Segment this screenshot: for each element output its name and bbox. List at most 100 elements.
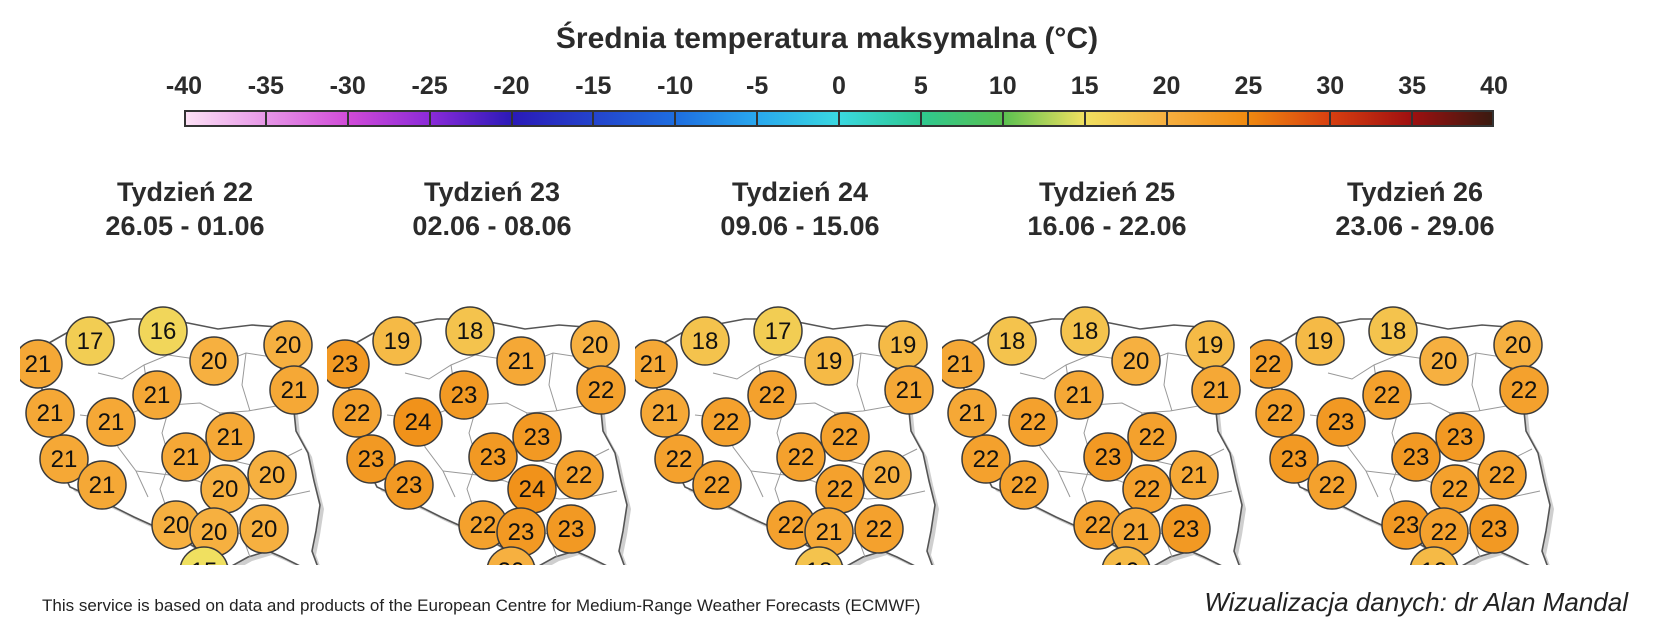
week-heading: Tydzień 22 26.05 - 01.06 [20,175,350,243]
station-marker [776,432,826,482]
week-panel: Tydzień 24 09.06 - 15.06 21 18 17 19 19 22 21 21 2… [635,175,965,565]
station-temperature: 22 [1085,512,1112,539]
chart-title: Średnia temperatura maksymalna (°C) [555,22,1099,55]
station-temperature: 18 [457,318,484,345]
station-marker [327,339,370,389]
station-temperature: 20 [201,348,228,375]
station-temperature: 21 [652,400,679,427]
station-temperature: 22 [1431,519,1458,546]
station-marker [332,388,382,438]
colorbar-tick [919,110,922,127]
colorbar-tick-label: -35 [247,72,284,100]
station-temperature: 23 [1281,446,1308,473]
week-label: Tydzień 22 [116,177,254,207]
station-marker [161,432,211,482]
station-marker [987,316,1037,366]
colorbar-tick [592,110,595,127]
station-temperature: 16 [150,318,177,345]
station-marker [947,388,997,438]
station-temperature: 20 [1505,332,1532,359]
station-temperature: 17 [77,328,104,355]
colorbar-tick [1165,110,1168,127]
station-marker [1368,306,1418,356]
station-temperature: 20 [201,519,228,546]
station-temperature: 21 [51,446,78,473]
station-marker [1419,336,1469,386]
station-temperature: 20 [259,462,286,489]
station-marker [512,412,562,462]
poland-map: 23 19 18 21 20 23 22 22 24 23 23 23 23 24 22 22 23 23 20 [327,306,631,565]
station-marker [132,370,182,420]
station-marker [25,388,75,438]
station-marker [1161,504,1211,554]
week-heading: Tydzień 24 09.06 - 15.06 [635,175,965,243]
station-marker [1101,546,1151,565]
station-marker [862,450,912,500]
station-temperature: 20 [212,476,239,503]
region-border [404,352,580,380]
station-marker [65,316,115,366]
station-temperature: 22 [713,409,740,436]
station-marker [1499,365,1549,415]
week-label: Tydzień 23 [423,177,561,207]
station-temperature: 20 [163,512,190,539]
station-temperature: 21 [217,424,244,451]
week-dates: 26.05 - 01.06 [105,211,265,241]
week-dates: 16.06 - 22.06 [1027,211,1187,241]
colorbar-tick-labels: -40 -35 -30 -25 -20 -15 -10 -5 0 5 10 15 20 25 30 35 40 [0,72,1654,106]
station-marker [692,460,742,510]
region-border [712,352,888,380]
week-label: Tydzień 24 [731,177,869,207]
station-temperature: 21 [173,444,200,471]
poland-map: 21 18 17 19 19 22 21 21 22 22 22 22 22 22 20 22 21 22 18 [635,306,939,565]
region-border [97,352,273,380]
station-marker [77,460,127,510]
station-marker [1269,434,1319,484]
station-marker [486,546,536,565]
station-marker [1435,412,1485,462]
region-border [856,352,866,412]
colorbar-tick [1083,110,1086,127]
station-temperature: 23 [1328,409,1355,436]
station-temperature: 22 [827,476,854,503]
colorbar-tick-label: -15 [575,72,612,100]
station-marker [1127,412,1177,462]
colorbar-tick-label: 20 [1152,72,1181,100]
station-marker [680,316,730,366]
station-temperature: 21 [508,348,535,375]
station-temperature: 19 [1113,558,1140,565]
poland-map: 22 19 18 20 20 22 22 22 23 23 23 23 22 22 22 23 22 23 19 [1250,306,1554,565]
station-marker [439,370,489,420]
station-temperature: 19 [1421,558,1448,565]
station-temperature: 19 [1307,328,1334,355]
station-marker [1054,370,1104,420]
station-temperature: 21 [98,409,125,436]
station-temperature: 23 [1403,444,1430,471]
station-marker [999,460,1049,510]
station-marker [205,412,255,462]
colorbar-tick-label: 40 [1480,72,1508,100]
station-temperature: 22 [344,400,371,427]
station-temperature: 21 [640,351,667,378]
station-temperature: 19 [384,328,411,355]
week-label: Tydzień 26 [1346,177,1484,207]
station-marker [1250,339,1293,389]
week-panel: Tydzień 23 02.06 - 08.06 23 19 18 21 20 23 22 22 2… [327,175,657,565]
station-marker [554,450,604,500]
station-marker [820,412,870,462]
station-temperature: 23 [558,516,585,543]
station-marker [747,370,797,420]
station-marker [86,397,136,447]
station-marker [1008,397,1058,447]
station-marker [20,339,63,389]
station-temperature: 22 [832,424,859,451]
week-heading: Tydzień 23 02.06 - 08.06 [327,175,657,243]
station-marker [1060,306,1110,356]
station-temperature: 20 [251,516,278,543]
region-border [1019,352,1195,380]
colorbar-tick-label: 15 [1070,72,1099,100]
station-marker [384,460,434,510]
station-temperature: 22 [1511,377,1538,404]
station-temperature: 22 [788,444,815,471]
station-marker [179,546,229,565]
